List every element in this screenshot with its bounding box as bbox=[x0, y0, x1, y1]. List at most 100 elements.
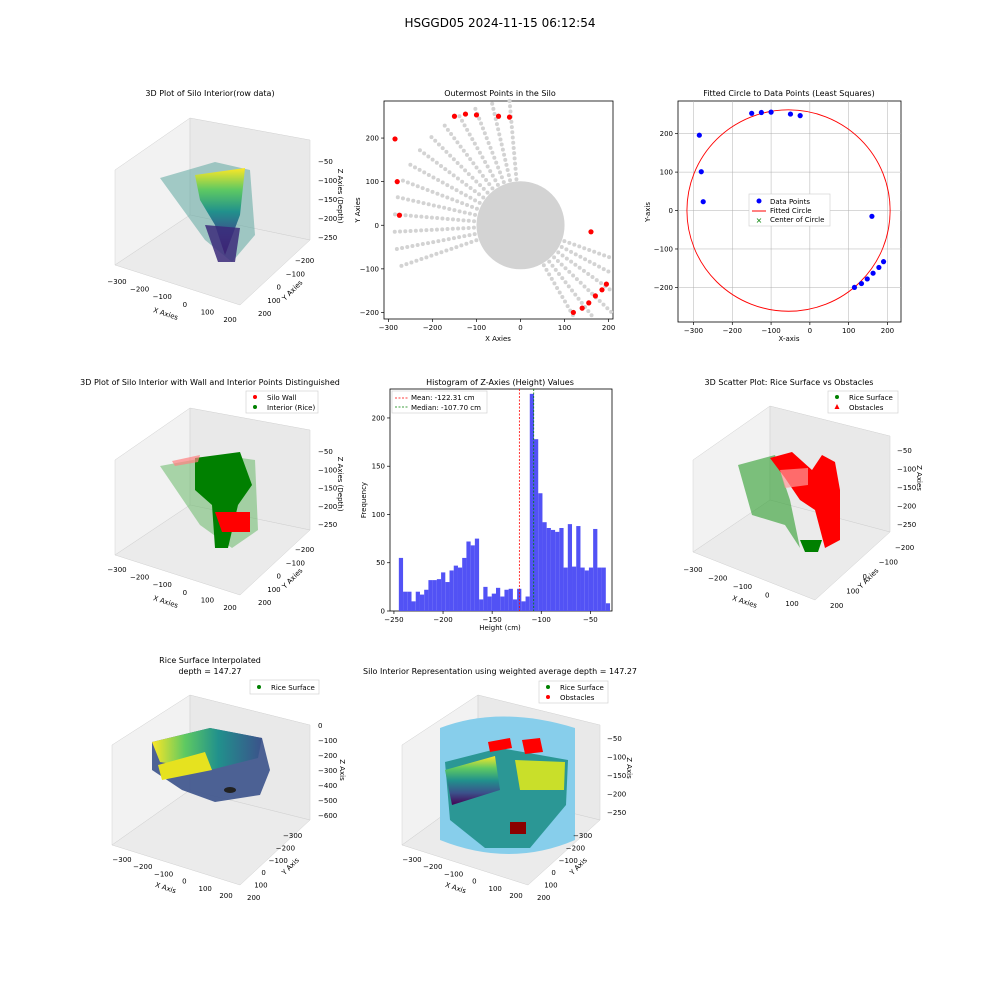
scan-point bbox=[459, 190, 464, 195]
tick-label: 100 bbox=[366, 178, 379, 186]
histogram-bar bbox=[453, 565, 458, 611]
tick-label: 200 bbox=[247, 894, 260, 902]
scan-point bbox=[421, 201, 426, 206]
data-point bbox=[864, 276, 870, 282]
tick-label: −200 bbox=[295, 257, 314, 265]
tick-label: −250 bbox=[897, 521, 916, 529]
scan-point bbox=[459, 243, 464, 248]
scan-point bbox=[501, 180, 506, 185]
tick-label: −100 bbox=[360, 265, 379, 273]
scan-point bbox=[472, 189, 477, 194]
scan-point bbox=[569, 249, 574, 254]
scan-point bbox=[468, 186, 473, 191]
scan-point bbox=[550, 263, 555, 268]
scan-point bbox=[510, 130, 515, 135]
scan-point bbox=[555, 258, 560, 263]
scan-point bbox=[445, 183, 450, 188]
scan-point bbox=[426, 172, 431, 177]
tick-label: −100 bbox=[607, 754, 626, 762]
scan-point bbox=[464, 182, 469, 187]
tick-label: 100 bbox=[199, 885, 212, 893]
legend-marker-obstacles bbox=[834, 404, 840, 409]
scan-point bbox=[597, 251, 602, 256]
histogram-bar bbox=[428, 580, 433, 611]
tick-label: 200 bbox=[830, 602, 843, 610]
xlabel-p4: X Axies bbox=[152, 594, 179, 610]
scan-point bbox=[468, 195, 473, 200]
scan-point bbox=[443, 167, 448, 172]
histogram-bar bbox=[466, 541, 471, 611]
scan-point bbox=[579, 300, 584, 305]
scan-point bbox=[460, 118, 465, 123]
scan-point bbox=[473, 106, 478, 111]
tick-label: −200 bbox=[318, 215, 337, 223]
lines-p5 bbox=[518, 389, 535, 611]
scan-point bbox=[451, 157, 456, 162]
scan-point bbox=[420, 186, 425, 191]
scan-point bbox=[513, 161, 518, 166]
tick-label: −300 bbox=[318, 767, 337, 775]
legend-p8: Rice Surface Obstacles bbox=[538, 680, 609, 704]
scan-point bbox=[597, 298, 602, 303]
scan-point bbox=[496, 127, 501, 132]
legend-marker-interior bbox=[253, 405, 257, 409]
scan-point bbox=[457, 235, 462, 240]
tick-label: −100 bbox=[318, 466, 337, 474]
scan-point bbox=[511, 140, 516, 145]
tick-label: −300 bbox=[683, 566, 702, 574]
tick-label: −150 bbox=[607, 772, 626, 780]
legend-p3: Data Points Fitted Circle × Center of Ci… bbox=[748, 193, 831, 227]
scan-point bbox=[586, 288, 591, 293]
scan-point bbox=[445, 216, 450, 221]
scan-point bbox=[462, 123, 467, 128]
histogram-bar bbox=[546, 527, 551, 611]
scan-point bbox=[559, 244, 564, 249]
scan-point bbox=[416, 199, 421, 204]
tick-label: −100 bbox=[654, 245, 673, 253]
histogram-bar bbox=[483, 586, 488, 611]
data-point bbox=[787, 111, 794, 117]
data-point bbox=[880, 259, 887, 265]
histogram-bar bbox=[445, 582, 450, 611]
tick-label: −200 bbox=[423, 324, 442, 332]
scan-point bbox=[563, 280, 568, 285]
tick-label: −200 bbox=[295, 546, 314, 554]
tick-label: −100 bbox=[154, 870, 173, 878]
scan-point bbox=[498, 170, 503, 175]
scan-point bbox=[563, 266, 568, 271]
tick-label: 200 bbox=[372, 414, 385, 422]
tick-label: 200 bbox=[537, 894, 550, 902]
scan-point bbox=[469, 240, 474, 245]
scan-point bbox=[442, 123, 447, 128]
ticks-p6: −300−200−1000100−200−1000100200−50−100−1… bbox=[683, 447, 916, 610]
scan-point bbox=[606, 269, 611, 274]
outer-point bbox=[396, 212, 403, 218]
scan-point bbox=[560, 295, 565, 300]
scan-point bbox=[414, 214, 419, 219]
histogram-bar bbox=[525, 596, 530, 611]
scan-point bbox=[599, 281, 604, 286]
tick-label: 200 bbox=[366, 135, 379, 143]
scan-point bbox=[578, 254, 583, 259]
surface-hole bbox=[224, 787, 236, 793]
scan-point bbox=[549, 276, 554, 281]
tick-label: −50 bbox=[583, 616, 598, 624]
scan-point bbox=[472, 219, 477, 224]
panel-3d-obstacles bbox=[692, 405, 891, 601]
scan-point bbox=[506, 173, 511, 178]
tick-label: 100 bbox=[254, 882, 267, 890]
scan-point bbox=[500, 147, 505, 152]
scan-point bbox=[449, 132, 454, 137]
scan-point bbox=[411, 198, 416, 203]
data-point bbox=[768, 109, 774, 115]
scan-point bbox=[502, 152, 507, 157]
histogram-bar bbox=[470, 545, 475, 611]
title-p8: Silo Interior Representation using weigh… bbox=[363, 667, 637, 676]
scan-point bbox=[470, 137, 475, 142]
axes-p3 bbox=[677, 100, 902, 323]
zlabel-p4: Z Axies (Depth) bbox=[336, 457, 344, 512]
scan-point bbox=[508, 104, 513, 109]
scan-point bbox=[419, 257, 424, 262]
tick-label: −50 bbox=[607, 735, 622, 743]
xlabel-p3: X-axis bbox=[779, 335, 800, 343]
